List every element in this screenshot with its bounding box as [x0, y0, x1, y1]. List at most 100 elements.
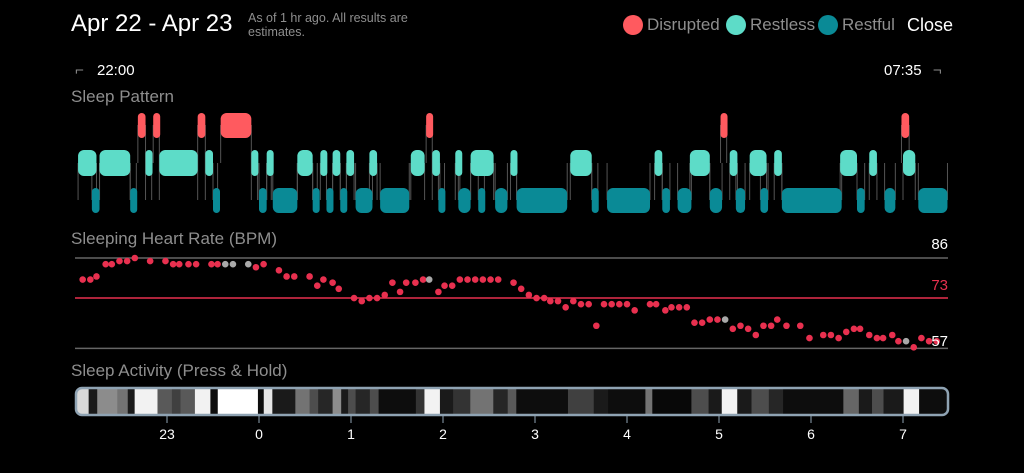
activity-stripe [157, 388, 173, 415]
hr-point [902, 337, 910, 345]
hr-point [283, 273, 290, 280]
restless-segment[interactable] [99, 150, 131, 176]
activity-stripe [883, 388, 905, 415]
restless-segment[interactable] [840, 150, 857, 176]
restful-segment[interactable] [340, 188, 348, 213]
restful-segment[interactable] [662, 188, 670, 213]
restful-segment[interactable] [735, 188, 746, 213]
restless-segment[interactable] [689, 150, 710, 176]
restless-segment[interactable] [455, 150, 463, 176]
hr-point [373, 294, 381, 302]
activity-stripe [217, 388, 259, 415]
restful-segment[interactable] [857, 188, 865, 213]
disrupted-segment[interactable] [426, 113, 434, 138]
start-bracket-icon: ⌐ [75, 62, 84, 79]
activity-stripe [424, 388, 441, 415]
hr-point [214, 260, 221, 268]
restless-segment[interactable] [205, 150, 213, 176]
sleep-pattern-heading: Sleep Pattern [71, 87, 175, 106]
hr-point [865, 331, 873, 339]
hr-point [464, 276, 471, 283]
disrupted-segment[interactable] [153, 113, 161, 138]
hr-point [608, 300, 615, 308]
restful-segment[interactable] [591, 188, 599, 213]
legend-label: Disrupted [647, 15, 720, 34]
restful-segment[interactable] [781, 188, 842, 213]
restful-segment[interactable] [709, 188, 723, 213]
restless-segment[interactable] [346, 150, 355, 176]
disrupted-segment[interactable] [137, 113, 146, 138]
restful-segment[interactable] [884, 188, 896, 213]
restless-segment[interactable] [369, 150, 378, 176]
restless-segment[interactable] [332, 150, 341, 176]
restless-segment[interactable] [729, 150, 738, 176]
hr-point [494, 276, 502, 283]
activity-stripe [453, 388, 471, 415]
restless-segment[interactable] [470, 150, 494, 176]
restful-segment[interactable] [213, 188, 220, 213]
activity-stripe [783, 388, 844, 415]
restful-segment[interactable] [312, 188, 320, 213]
activity-stripe [117, 388, 129, 415]
activity-stripe [843, 388, 860, 415]
disrupted-segment[interactable] [197, 113, 206, 138]
activity-bar[interactable] [75, 388, 957, 415]
restful-segment[interactable] [918, 188, 948, 213]
restless-segment[interactable] [78, 150, 97, 176]
restless-segment[interactable] [145, 150, 153, 176]
disrupted-segment[interactable] [901, 113, 910, 138]
hr-point [185, 260, 192, 268]
restless-segment[interactable] [510, 150, 518, 176]
hr-point [925, 337, 933, 345]
restless-segment[interactable] [869, 150, 877, 176]
restful-segment[interactable] [355, 188, 373, 213]
restful-segment[interactable] [607, 188, 650, 213]
restless-segment[interactable] [774, 150, 782, 176]
restless-segment[interactable] [654, 150, 663, 176]
restful-segment[interactable] [760, 188, 769, 213]
restless-segment[interactable] [159, 150, 198, 176]
hr-point [714, 316, 721, 323]
hr-point [652, 300, 660, 308]
restful-segment[interactable] [380, 188, 410, 213]
disrupted-segment[interactable] [220, 113, 252, 138]
hr-point [448, 282, 456, 290]
activity-stripe [295, 388, 311, 415]
restful-segment[interactable] [438, 188, 446, 213]
restful-segment[interactable] [516, 188, 568, 213]
restless-segment[interactable] [570, 150, 592, 176]
restful-segment[interactable] [458, 188, 471, 213]
restless-segment[interactable] [320, 150, 328, 176]
restful-segment[interactable] [259, 188, 267, 213]
restless-segment[interactable] [266, 150, 274, 176]
restless-segment[interactable] [749, 150, 767, 176]
hr-point [389, 279, 396, 286]
activity-stripe [872, 388, 885, 415]
restful-segment[interactable] [326, 188, 334, 213]
activity-stripe [309, 388, 319, 415]
legend-restless: Restless [726, 15, 815, 35]
restless-segment[interactable] [903, 150, 916, 176]
hr-point [744, 325, 752, 333]
restful-segment[interactable] [272, 188, 298, 213]
activity-stripe [858, 388, 873, 415]
activity-stripe [493, 388, 509, 415]
hr-point [585, 300, 592, 308]
hr-point [895, 337, 902, 345]
restful-segment[interactable] [677, 188, 692, 213]
restful-segment[interactable] [478, 188, 486, 213]
hr-avg-label: 73 [931, 277, 948, 294]
disrupted-segment[interactable] [720, 113, 728, 138]
restless-segment[interactable] [297, 150, 313, 176]
restful-segment[interactable] [130, 188, 138, 213]
close-button[interactable]: Close [907, 15, 954, 35]
hr-point [108, 260, 116, 268]
legend-disrupted: Disrupted [623, 15, 720, 35]
restless-segment[interactable] [432, 150, 440, 176]
activity-stripe [919, 388, 948, 415]
restless-segment[interactable] [251, 150, 259, 176]
restless-segment[interactable] [410, 150, 425, 176]
restful-segment[interactable] [91, 188, 100, 213]
hr-point [806, 334, 813, 342]
restful-segment[interactable] [495, 188, 508, 213]
